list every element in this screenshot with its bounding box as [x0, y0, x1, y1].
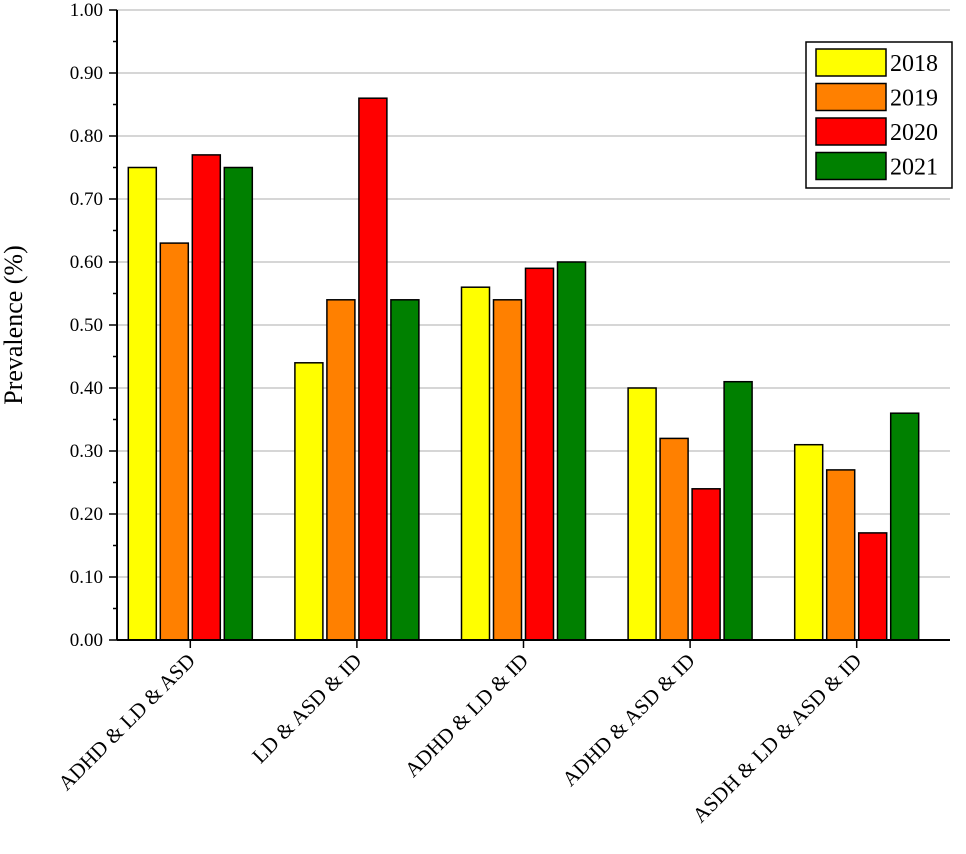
y-tick-label: 0.30 — [70, 441, 103, 462]
legend-swatch-2019 — [815, 82, 887, 112]
bar-2021-3 — [556, 261, 587, 641]
y-tick-label: 0.20 — [70, 504, 103, 525]
legend-label-2018: 2018 — [890, 51, 938, 77]
bar-2019-1 — [159, 242, 190, 641]
legend-label-2020: 2020 — [890, 120, 938, 146]
legend-swatch-2021 — [815, 151, 887, 181]
legend: 2018 2019 2020 2021 — [805, 41, 953, 189]
bar-2021-5 — [889, 412, 920, 641]
y-tick-label: 0.40 — [70, 378, 103, 399]
bar-2021-2 — [390, 299, 420, 641]
bars — [127, 97, 920, 641]
bar-2019-2 — [326, 299, 356, 641]
legend-swatch-2018 — [815, 48, 887, 77]
bar-2020-4 — [691, 488, 721, 641]
bar-2018-5 — [793, 443, 824, 641]
bar-2018-2 — [294, 362, 324, 641]
x-category-label: ADHD & LD & ID — [400, 649, 533, 782]
bar-2021-1 — [223, 166, 254, 641]
legend-label-2019: 2019 — [890, 86, 938, 112]
legend-label-2021: 2021 — [890, 155, 938, 181]
legend-swatch-2020 — [815, 117, 887, 146]
x-category-labels: ADHD & LD & ASD LD & ASD & ID ADHD & LD & … — [53, 649, 866, 828]
y-tick-label: 0.00 — [70, 630, 103, 651]
bar-2019-5 — [825, 469, 856, 641]
bar-2021-4 — [723, 380, 753, 641]
y-tick-label: 0.60 — [70, 252, 103, 273]
y-tick-label: 0.10 — [70, 567, 103, 588]
y-tick-label: 0.80 — [70, 126, 103, 147]
x-category-label: ASDH & LD & ASD & ID — [688, 649, 867, 828]
bar-2018-4 — [627, 387, 657, 641]
bar-2020-3 — [524, 267, 555, 641]
bar-2018-1 — [127, 166, 158, 641]
bar-2020-5 — [857, 532, 888, 641]
y-tick-label: 0.70 — [70, 189, 103, 210]
x-category-label: ADHD & LD & ASD — [53, 649, 200, 796]
y-tick-label: 0.50 — [70, 315, 103, 336]
bar-2019-4 — [659, 437, 689, 641]
bar-2020-1 — [191, 154, 222, 641]
x-category-label: ADHD & ASD & ID — [557, 649, 699, 791]
y-tick-label: 1.00 — [70, 0, 103, 21]
bar-2020-2 — [358, 97, 388, 641]
bar-2019-3 — [492, 299, 523, 641]
bar-2018-3 — [460, 286, 491, 641]
y-tick-labels: 0.00 0.10 0.20 0.30 0.40 0.50 0.60 0.70 0.80 0.90… — [70, 0, 103, 651]
y-axis-title: Prevalence (%) — [0, 245, 28, 405]
y-tick-label: 0.90 — [70, 63, 103, 84]
x-category-label: LD & ASD & ID — [247, 649, 366, 768]
axes — [109, 9, 950, 648]
